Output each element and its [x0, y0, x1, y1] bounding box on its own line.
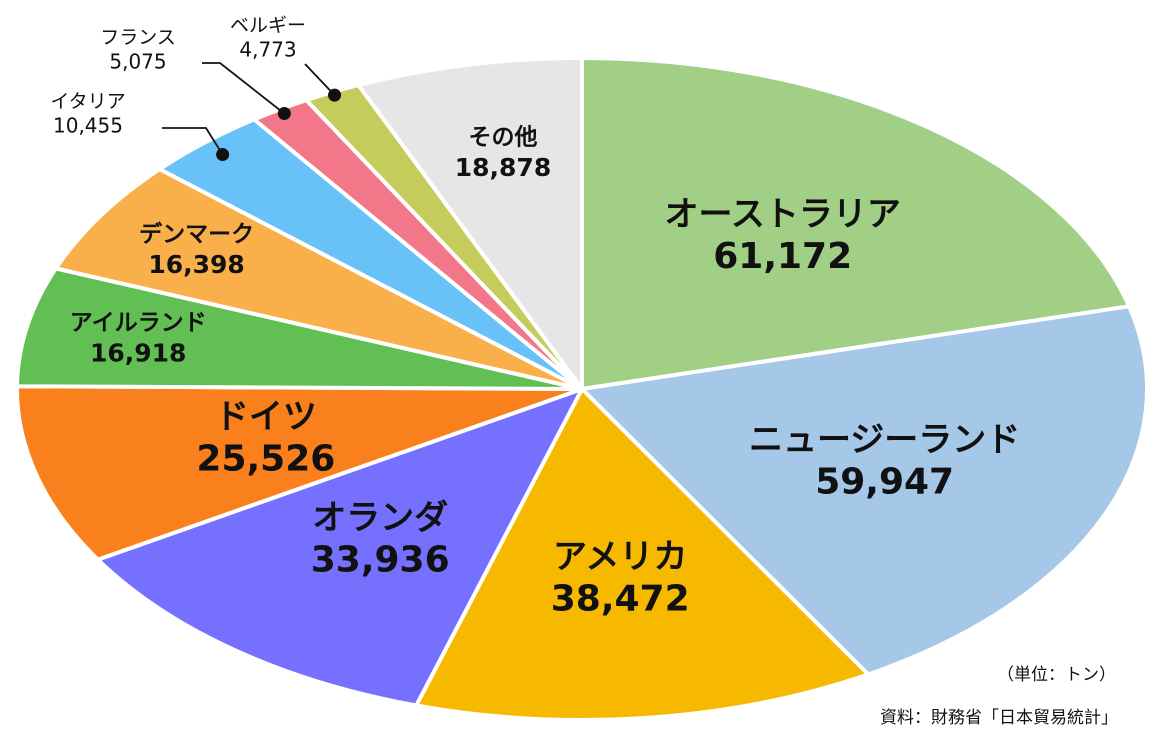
slice-8-value-label: 5,075 — [109, 50, 166, 74]
slice-1-wedge — [580, 304, 1149, 677]
slice-0-value-label: 61,172 — [713, 236, 852, 277]
slice-7-leader-dot — [216, 148, 230, 162]
pie-slices — [15, 56, 1149, 722]
slice-9-leader-dot — [328, 88, 342, 102]
slice-9-value-label: 4,773 — [239, 38, 296, 62]
slice-5-value-label: 16,918 — [90, 338, 186, 367]
slice-4-value-label: 25,526 — [196, 439, 335, 480]
slice-10-wedge — [356, 56, 584, 391]
source-note: 資料：財務省「日本貿易統計」 — [880, 708, 1118, 728]
slice-1-name-label: ニュージーランド — [749, 420, 1020, 460]
slice-1-value-label: 59,947 — [815, 462, 954, 503]
callout-lines — [162, 62, 342, 162]
slice-6-name-label: デンマーク — [139, 221, 254, 248]
slice-0-name-label: オーストラリア — [665, 195, 901, 235]
slice-0-wedge — [580, 56, 1132, 391]
slice-2-value-label: 38,472 — [551, 579, 690, 620]
unit-note: （単位：トン） — [997, 665, 1116, 685]
slice-9-leader-line — [304, 63, 336, 96]
slice-5-name-label: アイルランド — [70, 310, 207, 336]
slice-10-name-label: その他 — [469, 125, 538, 151]
slice-10-value-label: 18,878 — [455, 153, 551, 182]
slice-8-name-label: フランス — [100, 27, 176, 49]
slice-4-wedge — [15, 384, 584, 562]
slice-6-wedge — [53, 167, 584, 391]
slice-2-wedge — [414, 387, 871, 722]
slice-7-value-label: 10,455 — [53, 114, 123, 138]
slice-6-value-label: 16,398 — [148, 250, 244, 279]
slice-7-name-label: イタリア — [50, 91, 125, 113]
slice-3-name-label: オランダ — [312, 498, 448, 538]
slice-5-wedge — [15, 266, 584, 391]
slice-2-name-label: アメリカ — [553, 537, 687, 577]
slice-9-name-label: ベルギー — [230, 15, 306, 37]
slice-8-leader-dot — [277, 107, 291, 121]
slice-7-leader-line — [162, 127, 224, 156]
slice-4-name-label: ドイツ — [215, 397, 317, 437]
slice-8-leader-line — [202, 62, 285, 115]
slice-3-wedge — [95, 387, 584, 708]
slice-3-value-label: 33,936 — [311, 539, 450, 580]
